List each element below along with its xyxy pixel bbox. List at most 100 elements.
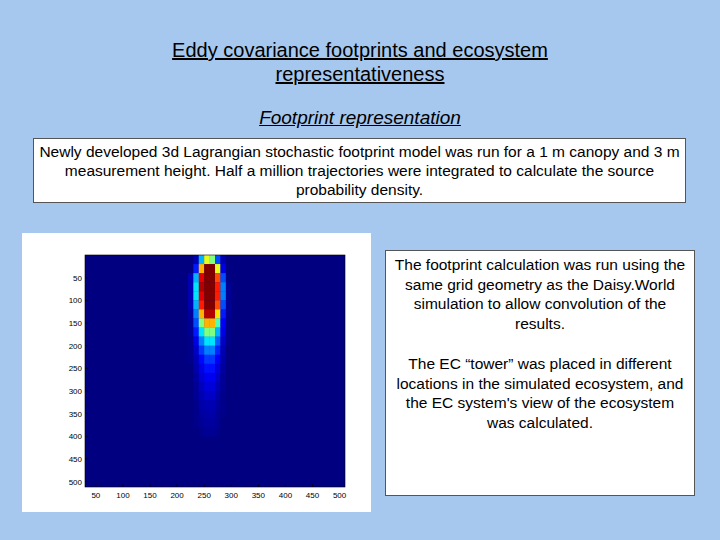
heatmap-cell (199, 300, 205, 309)
heatmap-cell (226, 273, 232, 282)
heatmap-cell (204, 282, 210, 291)
x-tick-label: 350 (252, 491, 266, 500)
y-tick-label: 400 (69, 432, 83, 441)
y-tick-label: 500 (69, 478, 83, 487)
heatmap-cell (188, 309, 194, 318)
y-tick (85, 390, 88, 391)
heatmap-cell (204, 300, 210, 309)
heatmap-cell (215, 409, 221, 418)
heatmap-cell (204, 337, 210, 346)
heatmap-cell (193, 264, 199, 273)
heatmap-cell (204, 318, 210, 327)
heatmap-cell (199, 364, 205, 373)
heatmap-cell (210, 318, 216, 327)
heatmap-cell (199, 346, 205, 355)
y-tick (85, 322, 88, 323)
y-tick-label: 150 (69, 319, 83, 328)
slide-title: Eddy covariance footprints and ecosystem… (130, 38, 590, 86)
heatmap-cell (193, 282, 199, 291)
notes-box: The footprint calculation was run using … (385, 250, 695, 496)
heatmap-cell (215, 355, 221, 364)
heatmap-cell (188, 328, 194, 337)
heatmap-cell (188, 373, 194, 382)
heatmap-cell (220, 418, 226, 427)
x-tick (122, 484, 123, 487)
heatmap-cell (210, 373, 216, 382)
heatmap-cell (188, 282, 194, 291)
heatmap-cell (226, 318, 232, 327)
heatmap-cell (210, 337, 216, 346)
plot-background (85, 255, 345, 487)
heatmap-cell (215, 291, 221, 300)
heatmap-cell (210, 355, 216, 364)
heatmap-cell (188, 346, 194, 355)
y-tick-label: 100 (69, 296, 83, 305)
heatmap-cell (215, 318, 221, 327)
y-tick-label: 300 (69, 387, 83, 396)
heatmap-cell (188, 255, 194, 264)
heatmap-cell (210, 328, 216, 337)
y-tick (85, 277, 88, 278)
heatmap-cell (215, 391, 221, 400)
heatmap-cell (204, 328, 210, 337)
x-tick (150, 484, 151, 487)
heatmap-cell (204, 382, 210, 391)
x-tick-label: 500 (333, 491, 347, 500)
heatmap-cell (220, 264, 226, 273)
heatmap-cell (188, 364, 194, 373)
x-tick (285, 484, 286, 487)
heatmap-cell (226, 309, 232, 318)
heatmap-cell (193, 309, 199, 318)
footprint-figure: 5010015020025030035040045050050100150200… (22, 233, 371, 512)
heatmap-cell (199, 418, 205, 427)
heatmap-cell (204, 364, 210, 373)
heatmap-cell (210, 309, 216, 318)
heatmap-cell (193, 337, 199, 346)
heatmap-cell (199, 409, 205, 418)
heatmap-cell (220, 309, 226, 318)
heatmap-cell (199, 291, 205, 300)
x-tick (204, 484, 205, 487)
heatmap-cell (220, 427, 226, 436)
heatmap-cell (188, 391, 194, 400)
heatmap-cell (199, 273, 205, 282)
x-tick (312, 484, 313, 487)
heatmap-cell (199, 427, 205, 436)
heatmap-cell (199, 391, 205, 400)
heatmap-cell (215, 400, 221, 409)
heatmap-cell (204, 264, 210, 273)
heatmap-cell (226, 300, 232, 309)
x-tick-label: 150 (143, 491, 157, 500)
heatmap-cell (193, 364, 199, 373)
heatmap-cell (226, 291, 232, 300)
heatmap-cell (193, 255, 199, 264)
heatmap-cell (226, 418, 232, 427)
heatmap-cell (193, 418, 199, 427)
heatmap-cell (193, 409, 199, 418)
heatmap-cell (210, 418, 216, 427)
note-paragraph: The EC “tower” was placed in different l… (390, 354, 690, 432)
x-tick (95, 484, 96, 487)
heatmap-cell (204, 409, 210, 418)
x-tick-label: 200 (170, 491, 184, 500)
heatmap-cell (226, 391, 232, 400)
heatmap-cell (199, 382, 205, 391)
heatmap-cell (193, 318, 199, 327)
heatmap-cell (210, 300, 216, 309)
y-tick-label: 250 (69, 364, 83, 373)
heatmap-cell (204, 391, 210, 400)
x-tick-label: 400 (279, 491, 293, 500)
y-tick-label: 450 (69, 455, 83, 464)
heatmap-cells (188, 255, 232, 437)
heatmap-cell (204, 355, 210, 364)
heatmap-cell (220, 318, 226, 327)
heatmap-cell (226, 328, 232, 337)
x-tick-label: 300 (225, 491, 239, 500)
y-tick (85, 481, 88, 482)
heatmap-cell (188, 273, 194, 282)
heatmap-cell (215, 273, 221, 282)
heatmap-cell (220, 400, 226, 409)
y-tick (85, 436, 88, 437)
heatmap-cell (215, 373, 221, 382)
heatmap-cell (193, 346, 199, 355)
